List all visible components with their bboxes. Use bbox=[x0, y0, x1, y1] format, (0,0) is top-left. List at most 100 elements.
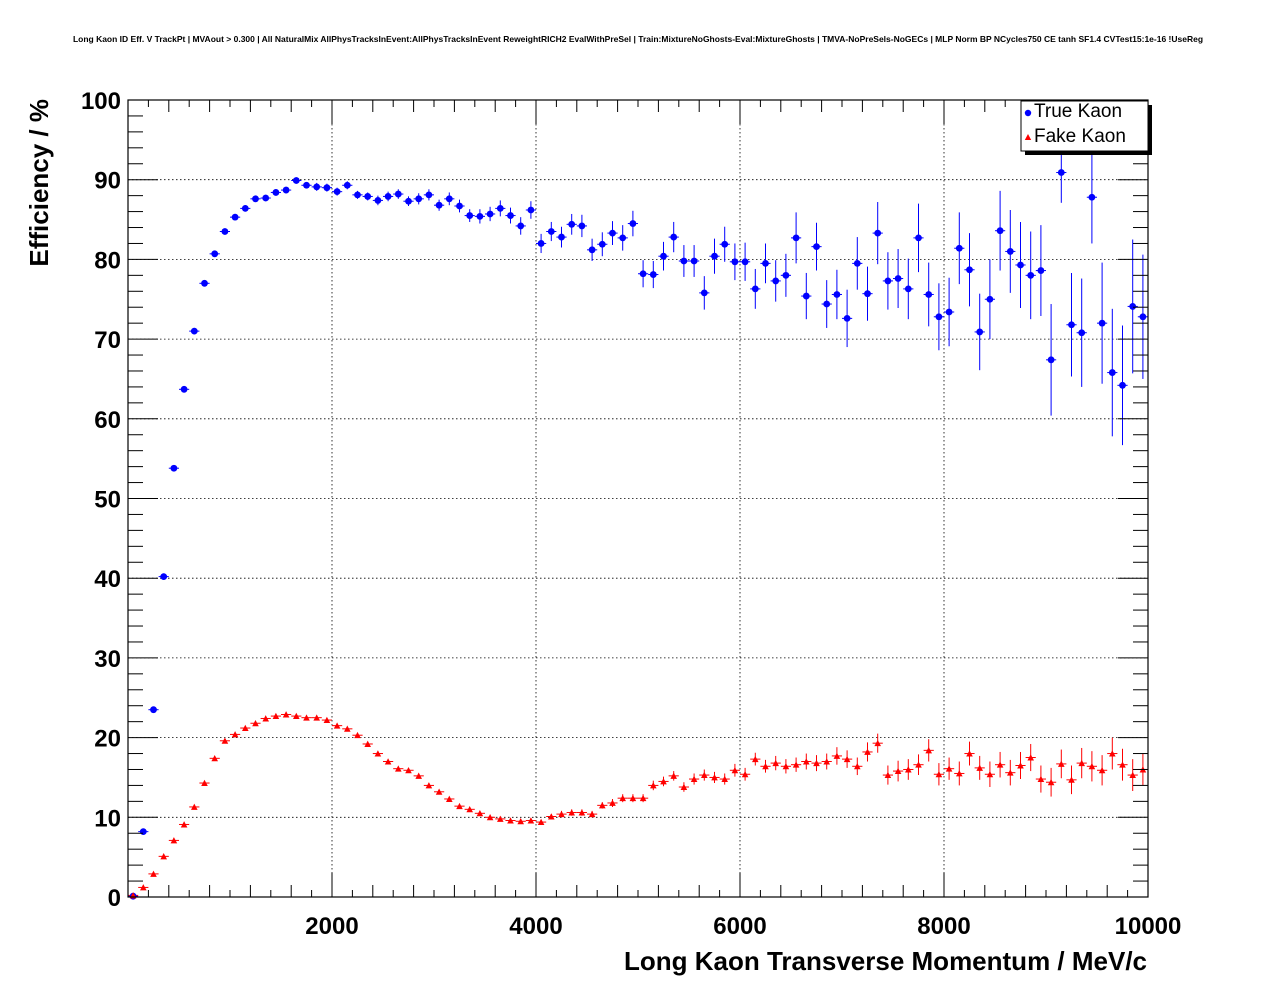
fake-kaon-point bbox=[384, 758, 392, 765]
true-kaon-point bbox=[507, 212, 514, 219]
fake-kaon-point bbox=[915, 761, 922, 768]
fake-kaon-point bbox=[721, 775, 728, 783]
fake-kaon-point bbox=[1007, 769, 1014, 776]
true-kaon-point bbox=[853, 259, 861, 267]
true-kaon-point bbox=[374, 197, 382, 204]
fake-kaon-point bbox=[333, 722, 341, 729]
y-tick-label: 100 bbox=[81, 88, 121, 115]
y-tick-label: 10 bbox=[94, 805, 121, 832]
true-kaon-point bbox=[262, 194, 270, 202]
y-axis-label: Efficiency / % bbox=[24, 99, 54, 267]
true-kaon-point bbox=[782, 271, 790, 279]
true-kaon-point bbox=[303, 181, 310, 189]
true-kaon-point bbox=[711, 252, 718, 260]
fake-kaon-point bbox=[935, 770, 943, 778]
true-kaon-point bbox=[180, 385, 188, 393]
true-kaon-point bbox=[517, 222, 525, 230]
legend-label-true-kaon: True Kaon bbox=[1034, 101, 1122, 122]
true-kaon-point bbox=[190, 327, 198, 335]
fake-kaon-point bbox=[1027, 754, 1034, 761]
true-kaon-point bbox=[170, 464, 178, 472]
fake-kaon-point bbox=[1119, 761, 1126, 768]
true-kaon-point bbox=[527, 206, 535, 214]
fake-kaon-point bbox=[1017, 762, 1024, 769]
true-kaon-point bbox=[833, 291, 841, 298]
fake-kaon-point bbox=[140, 884, 147, 891]
true-kaon-point bbox=[231, 213, 239, 221]
fake-kaon-point bbox=[364, 740, 371, 747]
true-kaon-point bbox=[802, 292, 810, 300]
fake-kaon-point bbox=[762, 762, 769, 770]
fake-kaon-point bbox=[894, 767, 902, 775]
true-kaon-point bbox=[894, 275, 902, 282]
true-kaon-point bbox=[1129, 303, 1137, 310]
fake-kaon-point bbox=[690, 775, 698, 783]
true-kaon-point bbox=[364, 193, 372, 200]
legend-marker-fake-kaon bbox=[1024, 134, 1032, 140]
fake-kaon-point bbox=[303, 714, 310, 721]
fake-kaon-point bbox=[395, 765, 402, 772]
fake-kaon-point bbox=[507, 817, 514, 824]
true-kaon-point bbox=[425, 191, 433, 199]
fake-kaon-point bbox=[976, 764, 983, 771]
true-kaon-point bbox=[537, 240, 545, 247]
fake-kaon-point bbox=[466, 806, 473, 813]
tick-labels: 2000 4000 6000 8000 10000 0 10 20 30 40 50 60 70 80 90… bbox=[81, 88, 1181, 940]
true-kaon-point bbox=[772, 277, 780, 285]
true-kaon-point bbox=[598, 240, 606, 248]
fake-kaon-point bbox=[1058, 760, 1065, 767]
x-tick-label: 6000 bbox=[713, 913, 766, 940]
y-tick-label: 40 bbox=[94, 566, 121, 593]
legend-box bbox=[1020, 100, 1149, 152]
true-kaon-point bbox=[496, 204, 504, 212]
fake-kaon-point bbox=[599, 802, 606, 809]
true-kaon-point bbox=[721, 240, 729, 248]
fake-kaon-point bbox=[966, 750, 973, 757]
true-kaon-point bbox=[915, 234, 922, 242]
true-kaon-point bbox=[343, 181, 351, 189]
true-kaon-point bbox=[445, 195, 453, 203]
fake-kaon-point bbox=[486, 814, 494, 821]
y-tick-label: 30 bbox=[94, 646, 121, 673]
legend: True Kaon Fake Kaon bbox=[1020, 100, 1152, 155]
fake-kaon-point bbox=[1129, 771, 1136, 779]
fake-kaon-point bbox=[1037, 775, 1045, 783]
fake-kaon-point bbox=[670, 772, 677, 779]
fake-kaon-point bbox=[170, 837, 178, 844]
true-kaon-point bbox=[1027, 271, 1035, 279]
y-tick-label: 0 bbox=[108, 885, 121, 912]
true-kaon-point bbox=[1098, 319, 1106, 327]
fake-kaon-point bbox=[1088, 762, 1096, 770]
fake-kaon-point bbox=[578, 809, 586, 816]
fake-kaon-point bbox=[1068, 776, 1075, 783]
fake-kaon-point bbox=[854, 762, 861, 770]
true-kaon-point bbox=[252, 195, 259, 203]
fake-kaon-point bbox=[792, 761, 800, 768]
true-kaon-point bbox=[629, 220, 637, 227]
fake-kaon-point bbox=[211, 755, 218, 762]
true-kaon-point bbox=[976, 328, 984, 336]
fake-kaon-point bbox=[354, 731, 361, 739]
x-axis-label: Long Kaon Transverse Momentum / MeV/c bbox=[624, 946, 1147, 976]
fake-kaon-point bbox=[191, 803, 198, 810]
fake-kaon-point bbox=[221, 737, 229, 744]
fake-kaon-point bbox=[231, 731, 239, 738]
true-kaon-point bbox=[884, 277, 892, 285]
true-kaon-point bbox=[466, 212, 474, 219]
fake-kaon-point bbox=[558, 810, 565, 818]
true-kaon-point bbox=[1078, 329, 1086, 337]
fake-kaon-point bbox=[446, 795, 453, 802]
true-kaon-point bbox=[456, 202, 463, 210]
true-kaon-point bbox=[139, 828, 147, 836]
true-kaon-point bbox=[211, 250, 219, 258]
fake-kaon-point bbox=[160, 853, 167, 860]
true-kaon-point bbox=[700, 289, 708, 297]
true-kaon-point bbox=[639, 270, 647, 278]
fake-kaon-point bbox=[293, 712, 300, 720]
true-kaon-point bbox=[384, 193, 392, 200]
x-tick-label: 2000 bbox=[305, 913, 358, 940]
true-kaon-point bbox=[864, 290, 871, 298]
fake-kaon-point bbox=[405, 766, 412, 774]
true-kaon-point bbox=[150, 706, 157, 714]
true-kaon-point bbox=[415, 195, 423, 203]
